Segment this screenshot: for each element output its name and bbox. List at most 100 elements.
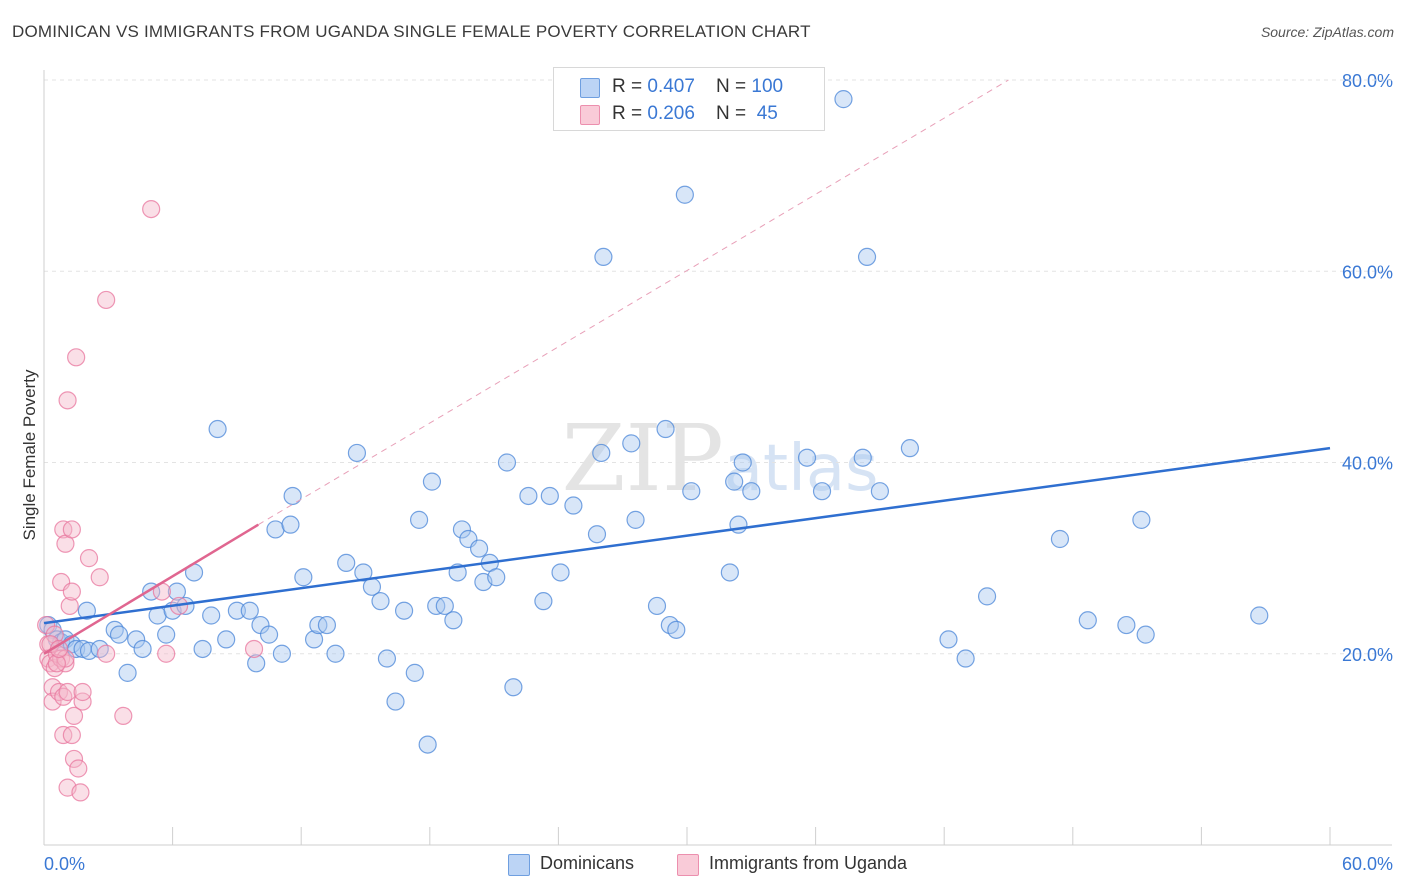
dominican-point — [622, 434, 641, 453]
bottom-legend-swatch-uganda — [677, 854, 699, 876]
uganda-trend-line — [43, 523, 259, 655]
y-tick-label: 80.0% — [1342, 71, 1393, 91]
dominican-point — [452, 520, 472, 539]
dominican-point — [1078, 611, 1097, 630]
dominican-point — [377, 649, 397, 668]
dominican-point — [675, 185, 694, 204]
dominican-point — [394, 601, 414, 620]
dominican-point — [1132, 510, 1151, 529]
dominican-point — [682, 482, 701, 501]
uganda-point — [142, 199, 161, 219]
dominican-point — [281, 515, 300, 534]
legend-r-value: 0.407 — [647, 76, 695, 97]
legend-r-label: R = — [612, 103, 648, 124]
uganda-point — [73, 692, 92, 711]
uganda-point — [43, 692, 62, 711]
dominican-point — [587, 525, 607, 544]
uganda-point — [47, 654, 66, 673]
dominican-point — [497, 453, 517, 472]
dominican-point — [337, 553, 356, 573]
dominican-point — [647, 596, 667, 616]
dominican-point — [133, 639, 152, 659]
bottom-legend-label-dominicans: Dominicans — [540, 853, 635, 873]
dominican-point — [405, 663, 424, 682]
legend-swatch-uganda — [580, 105, 600, 125]
uganda-point — [58, 682, 77, 702]
dominican-point — [217, 630, 236, 649]
dominican-trend-line — [43, 446, 1331, 625]
dominican-point — [551, 563, 570, 582]
uganda-point — [79, 549, 99, 568]
dominican-point — [812, 482, 832, 501]
bottom-legend-label-uganda: Immigrants from Uganda — [709, 853, 908, 873]
uganda-point — [71, 783, 90, 802]
dominican-point — [272, 644, 292, 663]
dominican-point — [1136, 625, 1155, 644]
dominican-point — [409, 510, 429, 529]
uganda-point — [97, 290, 116, 310]
dominican-point — [594, 247, 613, 267]
source-label: Source: ZipAtlas.com — [1260, 24, 1394, 40]
dominican-point — [240, 601, 259, 620]
dominican-point — [127, 630, 146, 649]
legend-r-label: R = — [612, 76, 648, 97]
legend-swatch-dominicans — [580, 78, 600, 98]
chart-title: DOMINICAN VS IMMIGRANTS FROM UGANDA SING… — [12, 22, 811, 41]
dominican-point — [347, 443, 367, 463]
dominican-point — [157, 625, 176, 644]
dominican-point — [317, 615, 337, 635]
dominican-point — [742, 482, 761, 501]
dominican-point — [444, 611, 463, 630]
legend-n-value: 100 — [751, 76, 784, 97]
dominican-point — [519, 486, 538, 506]
uganda-point — [58, 391, 77, 410]
uganda-point — [64, 749, 84, 769]
dominican-point — [720, 563, 739, 582]
dominican-point — [977, 587, 997, 606]
dominican-point — [626, 510, 645, 529]
dominican-point — [109, 625, 129, 644]
uganda-point — [90, 568, 109, 587]
uganda-point — [244, 639, 264, 659]
uganda-trend-extension — [258, 79, 1009, 526]
dominican-point — [469, 539, 489, 558]
dominican-point — [1117, 615, 1136, 635]
dominican-point — [540, 486, 559, 506]
dominican-point — [487, 568, 506, 587]
dominican-point — [834, 90, 853, 109]
y-tick-label: 60.0% — [1342, 262, 1393, 282]
dominican-point — [504, 678, 523, 697]
dominican-point — [227, 601, 246, 620]
dominican-point — [857, 247, 877, 267]
uganda-point — [67, 348, 86, 367]
y-axis-label: Single Female Poverty — [20, 369, 39, 541]
dominican-point — [326, 644, 345, 663]
dominican-point — [202, 606, 221, 625]
dominican-point — [304, 630, 324, 649]
dominican-point — [167, 582, 186, 601]
legend-n-value: 45 — [751, 103, 778, 124]
dominican-point — [77, 601, 96, 620]
uganda-point — [97, 644, 116, 663]
dominican-point — [208, 419, 227, 439]
x-tick-label: 0.0% — [44, 854, 85, 874]
dominican-point — [1050, 529, 1070, 549]
dominican-point — [667, 620, 686, 639]
dominican-point — [870, 482, 890, 501]
dominican-point — [247, 654, 266, 673]
dominican-point — [193, 639, 212, 659]
dominican-point — [418, 735, 437, 754]
legend-n-label: N = — [716, 76, 752, 97]
y-tick-label: 20.0% — [1342, 645, 1393, 665]
dominican-point — [371, 592, 390, 611]
uganda-point — [73, 682, 92, 702]
dominican-point — [797, 448, 817, 467]
legend-r-value: 0.206 — [647, 103, 695, 124]
x-tick-label: 60.0% — [1342, 854, 1393, 874]
uganda-point — [64, 706, 84, 726]
bottom-legend-swatch-dominicans — [508, 854, 530, 876]
watermark: ZIPatlas — [562, 405, 879, 512]
dominican-point — [939, 630, 958, 649]
uganda-point — [69, 759, 88, 778]
